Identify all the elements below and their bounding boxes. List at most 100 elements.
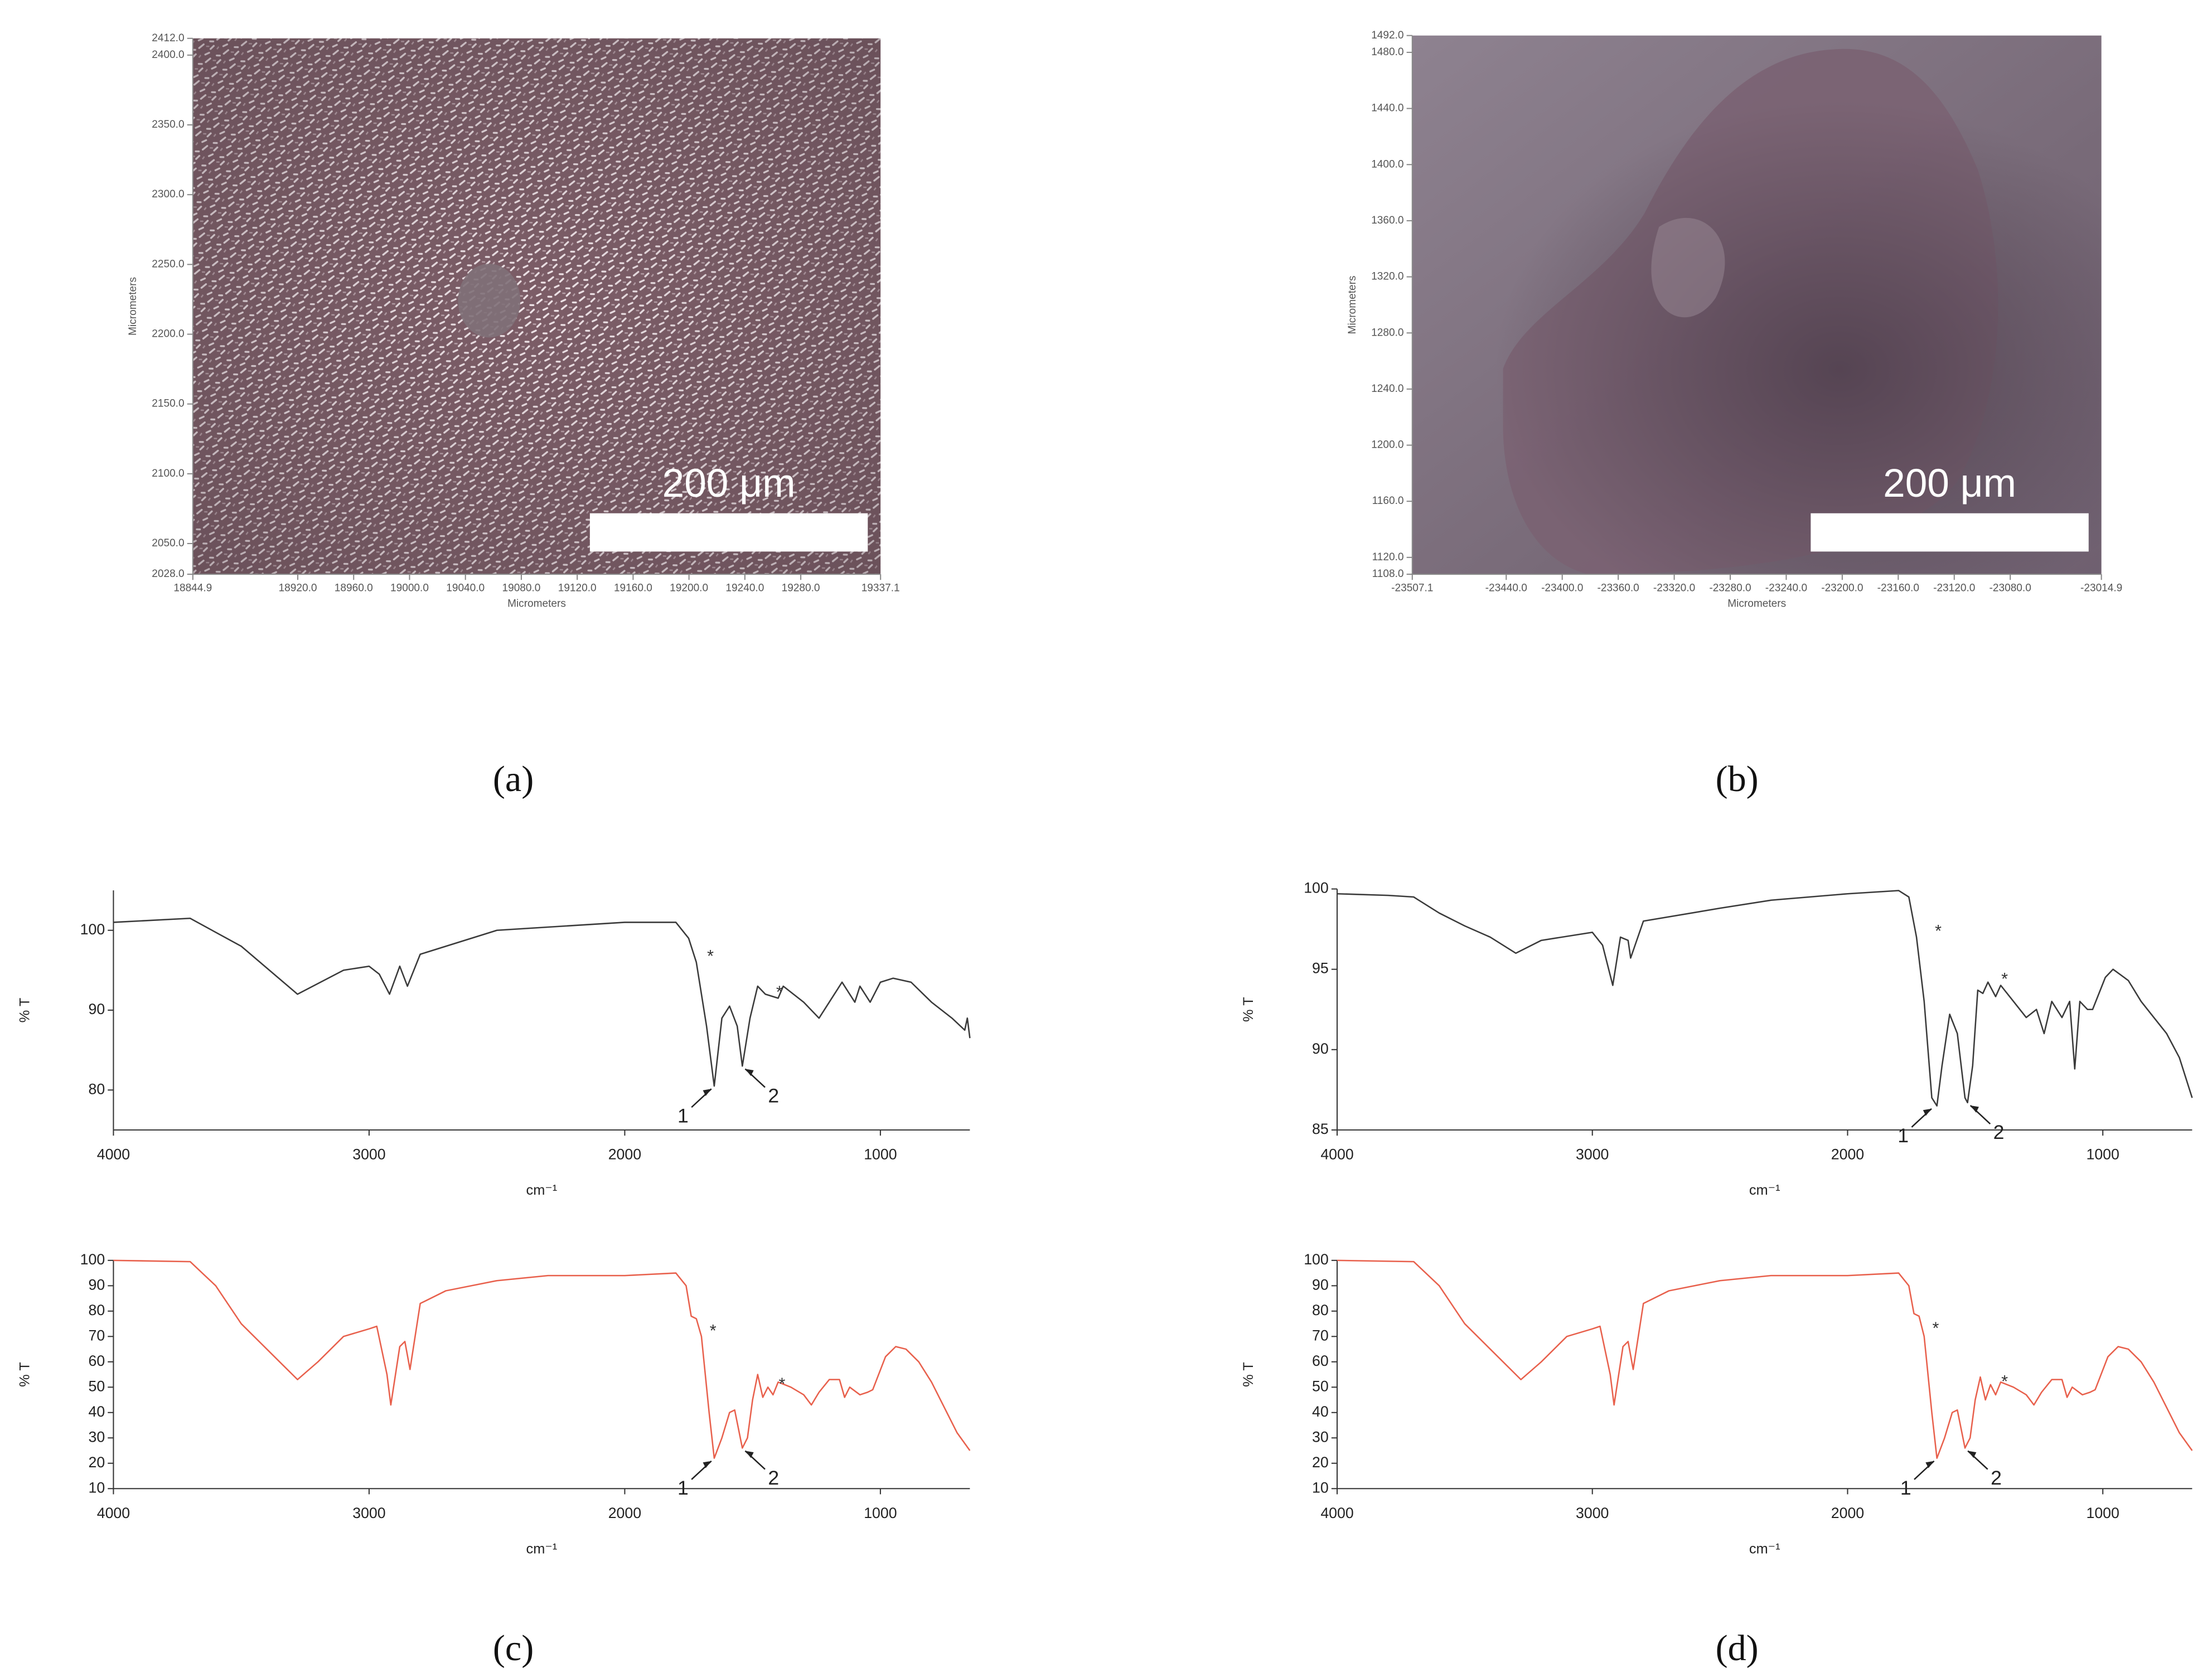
x-tick-label: -23160.0 [1877, 583, 1919, 594]
panel-label: (c) [493, 1628, 534, 1669]
y-tick-label: 90 [88, 1001, 105, 1017]
y-tick-label: 2350.0 [152, 119, 184, 130]
x-tick-label: 2000 [1831, 1505, 1864, 1521]
x-tick-label: -23080.0 [1990, 583, 2031, 594]
y-tick-label: 30 [88, 1428, 105, 1445]
y-tick-label: 1320.0 [1371, 271, 1403, 283]
spectrum-line [113, 1259, 971, 1459]
x-tick-label: -23320.0 [1653, 583, 1695, 594]
y-tick-label: 70 [1312, 1327, 1329, 1344]
x-tick-label: -23400.0 [1541, 583, 1583, 594]
y-tick-label: 50 [1312, 1378, 1329, 1394]
y-tick-label: 2300.0 [152, 188, 184, 200]
x-tick-label: 1000 [864, 1505, 897, 1521]
x-tick-label: 2000 [608, 1146, 641, 1163]
x-tick-label: -23240.0 [1765, 583, 1807, 594]
x-tick-label: 4000 [1320, 1146, 1353, 1163]
y-axis-label: % T [17, 1362, 32, 1387]
arrow-head [1925, 1461, 1934, 1468]
panel-label: (a) [493, 759, 534, 799]
y-tick-label: 70 [88, 1327, 105, 1344]
x-axis-label: cm⁻¹ [526, 1182, 558, 1198]
x-tick-label: -23360.0 [1598, 583, 1639, 594]
y-tick-label: 10 [1312, 1479, 1329, 1496]
x-axis-label: Micrometers [507, 598, 566, 609]
y-axis-label: % T [1241, 1362, 1256, 1387]
x-axis-label: cm⁻¹ [526, 1541, 558, 1556]
peak-star: * [1935, 922, 1942, 940]
arrow-head [703, 1089, 711, 1096]
y-tick-label: 80 [88, 1080, 105, 1097]
y-tick-label: 2200.0 [152, 328, 184, 340]
scale-bar-label: 200 μm [1883, 462, 2016, 506]
y-axis-label: Micrometers [127, 277, 139, 336]
panel-label: (d) [1716, 1628, 1759, 1669]
spectrum-line [1337, 1259, 2193, 1459]
scale-bar [1811, 513, 2089, 552]
x-tick-label: 4000 [97, 1505, 130, 1521]
peak-label: 2 [768, 1085, 779, 1107]
y-tick-label: 80 [1312, 1302, 1329, 1318]
x-tick-label: 3000 [1576, 1505, 1609, 1521]
micrograph-a [192, 38, 881, 575]
x-tick-label: 18920.0 [279, 583, 317, 594]
scale-bar [589, 513, 868, 552]
peak-star: * [2001, 1372, 2008, 1391]
y-tick-label: 20 [88, 1454, 105, 1471]
y-tick-label: 2028.0 [152, 568, 184, 580]
x-tick-label: -23120.0 [1933, 583, 1975, 594]
y-tick-label: 90 [1312, 1276, 1329, 1293]
y-tick-label: 1492.0 [1371, 30, 1403, 41]
x-tick-label: 19240.0 [725, 583, 764, 594]
peak-star: * [779, 1374, 786, 1393]
arrow-head [1968, 1451, 1977, 1458]
peak-label: 1 [1900, 1477, 1911, 1499]
peak-label: 1 [677, 1477, 689, 1499]
arrow-head [745, 1069, 754, 1076]
y-tick-label: 100 [1304, 880, 1329, 896]
peak-label: 1 [677, 1104, 689, 1127]
x-tick-label: -23200.0 [1821, 583, 1863, 594]
arrow-head [1970, 1105, 1979, 1113]
arrow-head [703, 1461, 711, 1468]
y-tick-label: 1108.0 [1372, 568, 1404, 580]
y-tick-label: 90 [88, 1276, 105, 1293]
x-tick-label: 1000 [864, 1146, 897, 1163]
y-tick-label: 1120.0 [1372, 551, 1404, 563]
y-tick-label: 1360.0 [1371, 215, 1403, 226]
x-tick-label: 18960.0 [335, 583, 373, 594]
panel-label: (b) [1716, 759, 1759, 799]
peak-label: 2 [1993, 1121, 2005, 1143]
y-tick-label: 2150.0 [152, 398, 184, 410]
arrow-head [745, 1451, 754, 1458]
arrow-head [1923, 1108, 1932, 1116]
peak-star: * [710, 1321, 717, 1340]
peak-star: * [2001, 969, 2008, 988]
x-tick-label: 4000 [1320, 1505, 1353, 1521]
y-tick-label: 60 [88, 1352, 105, 1369]
y-tick-label: 100 [80, 921, 105, 938]
y-tick-label: 1200.0 [1371, 439, 1403, 451]
micrograph-b [1412, 35, 2102, 575]
x-tick-label: -23507.1 [1391, 583, 1433, 594]
y-tick-label: 85 [1312, 1121, 1329, 1137]
y-tick-label: 95 [1312, 960, 1329, 977]
y-tick-label: 80 [88, 1302, 105, 1318]
y-tick-label: 90 [1312, 1040, 1329, 1057]
x-tick-label: -23014.9 [2080, 583, 2122, 594]
x-tick-label: 19200.0 [670, 583, 708, 594]
y-tick-label: 2050.0 [152, 537, 184, 549]
x-tick-label: 18844.9 [173, 583, 212, 594]
peak-label: 2 [1991, 1467, 2002, 1489]
peak-label: 1 [1898, 1124, 1909, 1147]
y-tick-label: 1480.0 [1371, 46, 1403, 58]
peak-label: 2 [768, 1467, 779, 1489]
x-tick-label: 2000 [1831, 1146, 1864, 1163]
x-tick-label: 19080.0 [502, 583, 540, 594]
x-tick-label: 1000 [2087, 1505, 2119, 1521]
peak-star: * [707, 947, 714, 966]
y-tick-label: 100 [1304, 1251, 1329, 1268]
x-tick-label: 3000 [1576, 1146, 1609, 1163]
y-tick-label: 1400.0 [1371, 158, 1403, 170]
